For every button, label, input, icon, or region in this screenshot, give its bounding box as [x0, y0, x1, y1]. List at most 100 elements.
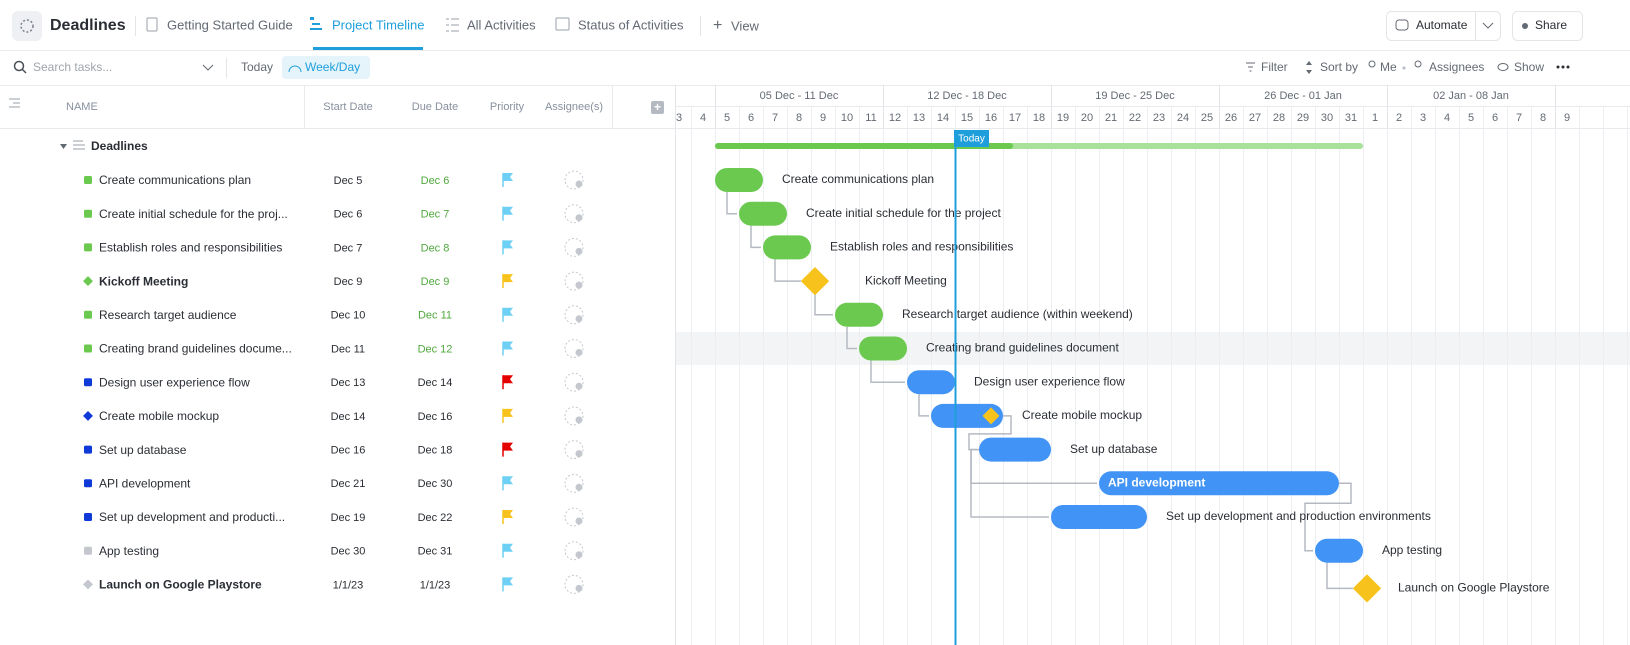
group-toggle[interactable] [60, 144, 67, 149]
filter-button[interactable]: Filter [1261, 60, 1288, 74]
task-name[interactable]: Set up database [99, 443, 187, 457]
day-label: 31 [1345, 112, 1357, 124]
task-bar[interactable] [1099, 471, 1339, 496]
priority-flag[interactable] [503, 442, 513, 451]
assignee-placeholder[interactable] [564, 271, 584, 291]
task-name[interactable]: Research target audience [99, 308, 237, 322]
milestone[interactable] [1352, 574, 1382, 603]
automate-button[interactable] [1386, 11, 1501, 41]
dependency-line [726, 192, 737, 215]
tab-icon [312, 23, 320, 25]
task-bar[interactable] [1051, 505, 1147, 529]
more-button[interactable] [1556, 65, 1570, 69]
assignee-placeholder[interactable] [564, 574, 584, 594]
week-label: 19 Dec - 25 Dec [1095, 90, 1175, 102]
due-date: Dec 12 [418, 343, 453, 355]
task-name[interactable]: Create mobile mockup [99, 409, 219, 423]
assignee-placeholder[interactable] [564, 372, 584, 392]
priority-flag[interactable] [503, 307, 513, 316]
me-button[interactable]: Me [1380, 60, 1397, 74]
tab[interactable]: Status of Activities [578, 17, 684, 32]
day-label: 29 [1297, 112, 1309, 124]
tab-active[interactable]: Project Timeline [332, 17, 424, 32]
assignee-placeholder[interactable] [564, 305, 584, 325]
day-label: 14 [937, 112, 949, 124]
row-highlight [676, 332, 1630, 365]
priority-flag[interactable] [503, 543, 513, 552]
column-header[interactable]: Assignee(s) [545, 101, 603, 113]
tab-icon [310, 28, 322, 30]
assignee-placeholder[interactable] [564, 541, 584, 561]
sort-button[interactable]: Sort by [1320, 60, 1358, 74]
priority-flag[interactable] [503, 375, 513, 384]
due-date: Dec 16 [418, 411, 453, 423]
task-name[interactable]: Creating brand guidelines docume... [99, 342, 292, 356]
priority-flag[interactable] [503, 577, 513, 586]
tab[interactable]: All Activities [467, 17, 536, 32]
priority-flag[interactable] [503, 206, 513, 215]
today-button[interactable]: Today [241, 60, 273, 74]
assignee-placeholder[interactable] [564, 440, 584, 460]
assignee-placeholder[interactable] [564, 170, 584, 190]
priority-flag[interactable] [503, 274, 513, 283]
show-icon [1497, 63, 1509, 71]
tab[interactable]: Getting Started Guide [167, 17, 293, 32]
priority-flag[interactable] [503, 240, 513, 249]
priority-flag[interactable] [503, 408, 513, 417]
bar-label: Set up development and production enviro… [1166, 509, 1431, 523]
week-day-button[interactable] [282, 56, 370, 79]
assignee-placeholder[interactable] [564, 339, 584, 358]
bar-label: Kickoff Meeting [865, 273, 947, 287]
assignee-placeholder[interactable] [564, 473, 584, 493]
start-date: Dec 6 [334, 209, 363, 221]
space-icon[interactable] [12, 11, 42, 41]
add-view[interactable]: View [731, 18, 760, 33]
task-name[interactable]: Design user experience flow [99, 375, 250, 389]
column-header[interactable]: Due Date [412, 101, 458, 113]
task-bar[interactable] [835, 302, 883, 327]
priority-flag[interactable] [503, 476, 513, 485]
due-date: Dec 18 [418, 445, 453, 457]
share-button[interactable] [1512, 11, 1583, 41]
bar-label: App testing [1382, 543, 1442, 557]
task-name[interactable]: Set up development and producti... [99, 510, 285, 524]
show-button[interactable]: Show [1514, 60, 1544, 74]
task-bar[interactable] [931, 403, 1003, 428]
column-header[interactable]: Priority [490, 101, 525, 113]
sort-icon [1306, 61, 1312, 74]
assignee-placeholder[interactable] [564, 204, 584, 224]
task-bar[interactable] [859, 336, 907, 361]
assignees-button[interactable]: Assignees [1429, 60, 1484, 74]
assignee-placeholder[interactable] [564, 507, 584, 527]
start-date: Dec 10 [331, 310, 366, 322]
task-name[interactable]: Launch on Google Playstore [99, 578, 262, 592]
task-bar[interactable] [715, 168, 763, 192]
collapse-icon[interactable] [9, 98, 20, 108]
status-marker [83, 410, 93, 421]
column-header[interactable]: NAME [66, 101, 98, 113]
day-label: 4 [700, 112, 706, 124]
add-column[interactable] [651, 101, 664, 114]
search-input[interactable]: Search tasks... [33, 60, 112, 74]
priority-flag[interactable] [503, 510, 513, 518]
task-name[interactable]: Establish roles and responsibilities [99, 241, 282, 255]
column-header[interactable]: Start Date [323, 101, 373, 113]
priority-flag[interactable] [503, 341, 513, 350]
task-bar[interactable] [979, 437, 1051, 462]
priority-flag[interactable] [503, 173, 513, 181]
task-bar[interactable] [1315, 538, 1363, 563]
task-bar[interactable] [907, 370, 955, 395]
task-name[interactable]: Create initial schedule for the proj... [99, 207, 288, 221]
task-name[interactable]: App testing [99, 544, 159, 558]
assignee-placeholder[interactable] [564, 237, 584, 257]
assignee-placeholder[interactable] [564, 406, 584, 426]
task-bar[interactable] [763, 235, 811, 260]
task-bar[interactable] [739, 201, 787, 226]
task-name[interactable]: Create communications plan [99, 173, 251, 187]
milestone[interactable] [800, 266, 830, 296]
day-label: 20 [1081, 112, 1093, 124]
start-date: 1/1/23 [333, 579, 364, 591]
task-name[interactable]: API development [99, 476, 191, 490]
task-name[interactable]: Kickoff Meeting [99, 274, 188, 288]
